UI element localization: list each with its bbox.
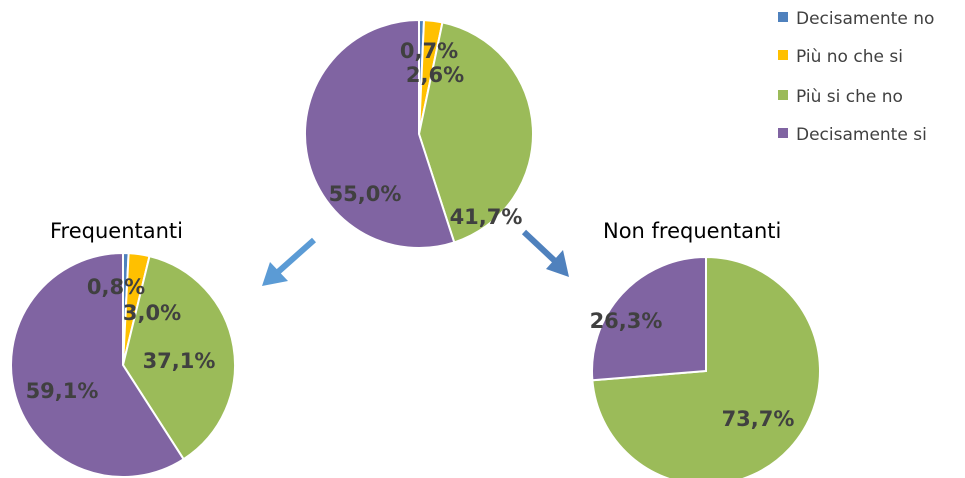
arrow-left	[262, 237, 316, 286]
pie-frequentanti-labels: 0,8% 3,0% 37,1% 59,1%	[26, 275, 216, 403]
pie-slice	[417, 21, 534, 244]
pie-overall-labels: 0,7% 2,6% 41,7% 55,0%	[329, 39, 523, 229]
arrow-right-head	[546, 250, 569, 277]
frequentanti-title: Frequentanti	[50, 219, 183, 243]
data-label: 3,0%	[123, 301, 181, 325]
pie-frequentanti	[10, 251, 236, 478]
data-label: 26,3%	[590, 309, 663, 333]
legend-item-decisamente-no: Decisamente no	[778, 9, 934, 29]
legend-swatch	[778, 12, 788, 22]
arrow-right-shaft	[521, 229, 559, 265]
arrow-right	[521, 229, 569, 277]
data-label: 0,7%	[400, 39, 458, 63]
legend-item-decisamente-si: Decisamente si	[778, 125, 927, 145]
arrow-left-shaft	[276, 237, 316, 275]
legend-label: Più no che si	[796, 47, 903, 67]
data-label: 55,0%	[329, 182, 402, 206]
legend: Decisamente no Più no che si Più si che …	[778, 9, 934, 145]
legend-swatch	[778, 90, 788, 100]
data-label: 37,1%	[143, 349, 216, 373]
data-label: 73,7%	[722, 407, 795, 431]
pie-slice	[10, 251, 185, 478]
pie-non-frequentanti-labels: 73,7% 26,3%	[590, 309, 795, 431]
data-label: 0,8%	[87, 275, 145, 299]
pie-overall	[304, 18, 534, 249]
pie-non-frequentanti	[591, 255, 821, 478]
legend-item-piu-si-che-no: Più si che no	[778, 87, 903, 107]
data-label: 59,1%	[26, 379, 99, 403]
data-label: 41,7%	[450, 205, 523, 229]
legend-swatch	[778, 50, 788, 60]
arrow-left-head	[262, 262, 288, 286]
non-frequentanti-title: Non frequentanti	[603, 219, 781, 243]
pie-slice	[304, 18, 456, 249]
legend-label: Decisamente si	[796, 125, 927, 145]
data-label: 2,6%	[406, 63, 464, 87]
legend-label: Decisamente no	[796, 9, 934, 29]
legend-item-piu-no-che-si: Più no che si	[778, 47, 903, 67]
pie-slice	[591, 255, 707, 382]
legend-swatch	[778, 128, 788, 138]
legend-label: Più si che no	[796, 87, 903, 107]
